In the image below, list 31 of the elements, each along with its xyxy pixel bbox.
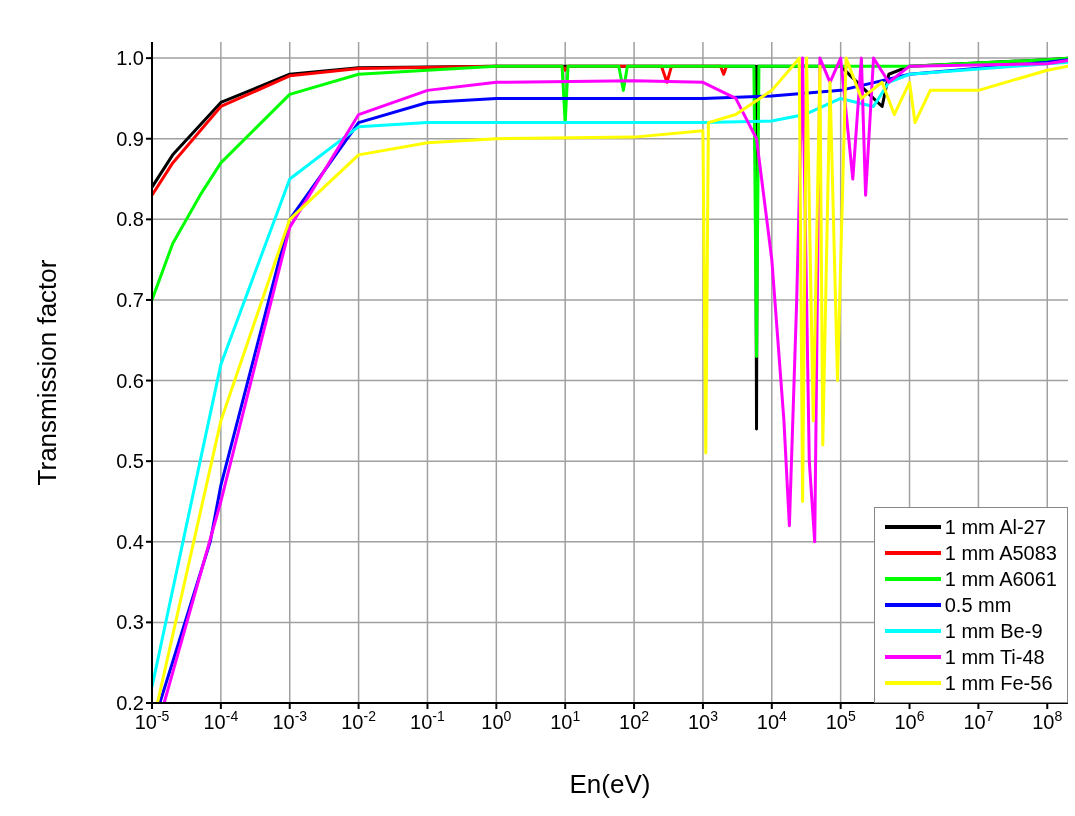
- legend-label: 1 mm Fe-56: [944, 671, 1053, 696]
- x-tick-label: 10$^{2}$: [619, 708, 650, 733]
- y-tick-label: 0.8: [116, 208, 144, 231]
- x-tick-label: 10$^{4}$: [756, 708, 788, 733]
- x-tick-label: 10$^{0}$: [481, 708, 512, 733]
- legend-label: 1 mm Al-27: [944, 515, 1046, 540]
- x-tick-label: 10$^{8}$: [1032, 708, 1063, 733]
- y-tick-label: 0.3: [116, 611, 144, 634]
- y-tick-label: 0.7: [116, 288, 144, 311]
- y-axis-title: Transmission factor: [32, 259, 63, 486]
- x-axis-title: En(eV): [569, 769, 651, 799]
- y-tick-label: 0.9: [116, 127, 144, 150]
- x-tick-label: 10$^{3}$: [687, 708, 719, 733]
- y-tick-label: 0.2: [116, 692, 144, 714]
- legend-label: 1 mm A6061: [944, 567, 1057, 592]
- y-tick-label: 1.0: [116, 47, 144, 70]
- legend-label: 0.5 mm: [944, 593, 1012, 618]
- x-tick-label: 10$^{7}$: [963, 708, 994, 733]
- x-tick-label: 10$^{-3}$: [272, 708, 308, 733]
- y-tick-label: 0.6: [116, 369, 144, 392]
- legend-label: 1 mm Be-9: [944, 619, 1043, 644]
- x-tick-label: 10$^{5}$: [825, 708, 856, 733]
- x-tick-label: 10$^{6}$: [894, 708, 925, 733]
- legend-label: 1 mm Ti-48: [944, 645, 1045, 670]
- x-tick-label: 10$^{1}$: [550, 708, 581, 733]
- x-tick-label: 10$^{-4}$: [203, 708, 239, 733]
- y-tick-label: 0.5: [116, 450, 144, 473]
- legend-label: 1 mm A5083: [944, 541, 1057, 566]
- x-tick-label: 10$^{-2}$: [341, 708, 377, 733]
- y-tick-label: 0.4: [116, 530, 144, 553]
- x-tick-label: 10$^{-1}$: [410, 708, 446, 733]
